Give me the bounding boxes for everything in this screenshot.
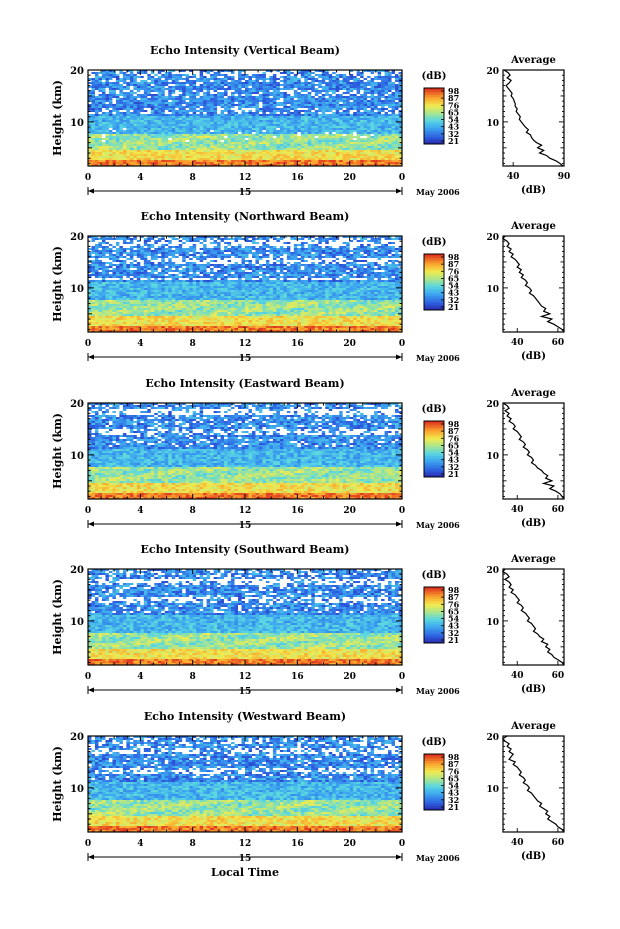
panel-title: Echo Intensity (Vertical Beam) <box>150 44 340 57</box>
panel-1: Echo Intensity (Vertical Beam)2010Height… <box>51 44 570 198</box>
echo-intensity-figure: Echo Intensity (Vertical Beam)2010Height… <box>0 0 620 929</box>
heatmap-cells <box>88 70 402 166</box>
